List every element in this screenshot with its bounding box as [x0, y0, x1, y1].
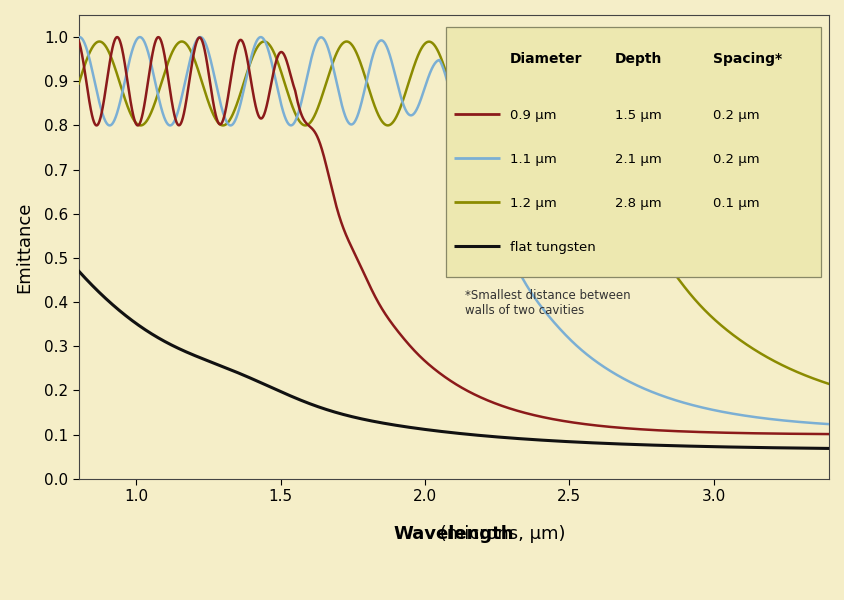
Text: Spacing*: Spacing*	[712, 52, 782, 66]
Text: 0.2 μm: 0.2 μm	[712, 109, 760, 122]
Text: 0.9 μm: 0.9 μm	[510, 109, 557, 122]
Text: 0.2 μm: 0.2 μm	[712, 153, 760, 166]
Text: 1.5 μm: 1.5 μm	[615, 109, 662, 122]
Text: Diameter: Diameter	[510, 52, 582, 66]
Text: 1.1 μm: 1.1 μm	[510, 153, 557, 166]
Text: Wavelength: Wavelength	[393, 525, 514, 543]
Text: *Smallest distance between
walls of two cavities: *Smallest distance between walls of two …	[465, 289, 630, 317]
FancyBboxPatch shape	[446, 26, 821, 277]
Text: Depth: Depth	[615, 52, 663, 66]
Text: 0.1 μm: 0.1 μm	[712, 197, 760, 210]
Text: 2.8 μm: 2.8 μm	[615, 197, 662, 210]
Y-axis label: Emittance: Emittance	[15, 201, 33, 293]
Text: 2.1 μm: 2.1 μm	[615, 153, 662, 166]
Text: (microns, μm): (microns, μm)	[342, 525, 565, 543]
Text: flat tungsten: flat tungsten	[510, 241, 596, 254]
Text: 1.2 μm: 1.2 μm	[510, 197, 557, 210]
